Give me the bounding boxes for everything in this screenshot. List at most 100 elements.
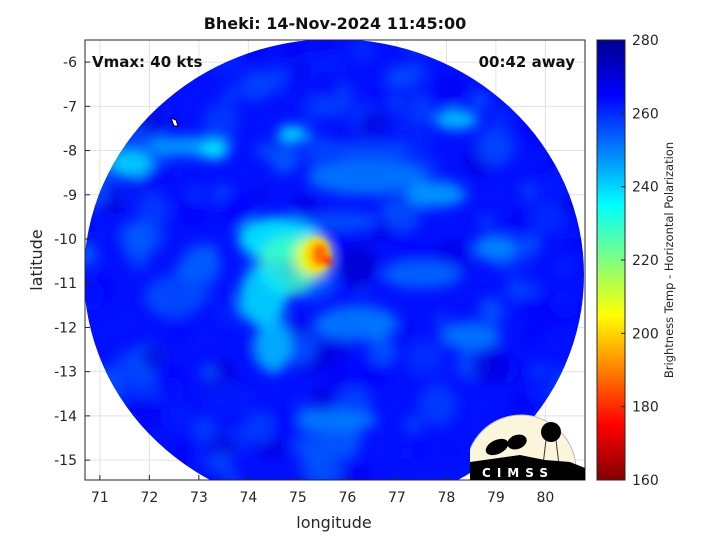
texture-cell <box>226 473 239 480</box>
texture-cell <box>519 182 539 202</box>
temperature-feature <box>434 109 479 130</box>
temperature-feature <box>307 211 378 232</box>
heatmap-swath <box>85 40 584 480</box>
y-tick-label: -7 <box>63 99 77 115</box>
texture-cell <box>471 91 489 109</box>
texture-cell <box>134 102 169 137</box>
texture-cell <box>388 96 402 110</box>
texture-cell <box>171 167 185 181</box>
texture-cell <box>317 40 335 53</box>
texture-cell <box>299 433 331 464</box>
temperature-feature <box>278 125 307 140</box>
texture-cell <box>552 365 568 381</box>
texture-cell <box>204 377 239 412</box>
texture-cell <box>171 438 200 467</box>
texture-cell <box>404 415 423 434</box>
texture-cell <box>167 320 187 339</box>
colorbar-tick-label: 260 <box>632 106 659 122</box>
texture-cell <box>418 385 458 425</box>
texture-cell <box>239 70 271 102</box>
y-tick-label: -9 <box>63 188 77 204</box>
texture-cell <box>470 346 509 385</box>
texture-cell <box>517 89 533 105</box>
texture-cell <box>382 85 421 124</box>
x-tick-label: 73 <box>190 490 208 506</box>
texture-cell <box>351 40 373 62</box>
texture-cell <box>85 92 114 124</box>
y-tick-label: -6 <box>63 55 77 71</box>
texture-cell <box>528 295 563 330</box>
texture-cell <box>556 299 582 325</box>
texture-cell <box>507 210 531 234</box>
texture-cell <box>280 40 309 60</box>
texture-cell <box>422 363 448 390</box>
y-tick-label: -8 <box>63 144 77 160</box>
colorbar <box>596 39 626 481</box>
x-tick-label: 72 <box>140 490 158 506</box>
texture-cell <box>342 460 373 480</box>
texture-cell <box>445 443 459 457</box>
texture-cell <box>203 101 240 138</box>
temperature-feature <box>107 149 152 178</box>
texture-cell <box>405 40 419 50</box>
x-tick-label: 76 <box>338 490 356 506</box>
texture-cell <box>153 362 188 396</box>
colorbar-tick-label: 280 <box>632 33 659 49</box>
x-tick-label: 78 <box>437 490 455 506</box>
core-minimum <box>323 256 332 267</box>
texture-cell <box>249 40 269 58</box>
texture-cell <box>93 205 125 237</box>
temperature-feature <box>381 260 462 289</box>
texture-cell <box>114 350 147 384</box>
x-axis-label: longitude <box>296 513 371 532</box>
temperature-feature <box>307 159 428 196</box>
plot-frame <box>84 39 586 481</box>
texture-cell <box>241 257 257 272</box>
texture-cell <box>253 186 268 202</box>
texture-cell <box>531 385 546 400</box>
texture-cell <box>269 144 299 174</box>
texture-cell <box>200 364 216 380</box>
texture-cell <box>282 331 317 366</box>
temperature-feature <box>317 305 398 342</box>
colorbar-label: Brightness Temp - Horizontal Polarizatio… <box>662 142 676 378</box>
x-tick-label: 75 <box>289 490 307 506</box>
texture-cell <box>117 95 134 112</box>
texture-cell <box>208 450 234 475</box>
texture-cell <box>243 410 277 444</box>
time-away-annotation: 00:42 away <box>478 53 575 71</box>
texture-cell <box>414 440 433 458</box>
texture-cell <box>519 324 542 347</box>
texture-cell <box>548 372 584 411</box>
texture-cell <box>368 337 397 366</box>
texture-cell <box>567 40 582 50</box>
texture-cell <box>314 73 340 99</box>
vmax-annotation: Vmax: 40 kts <box>92 53 203 71</box>
temperature-feature <box>297 408 378 433</box>
temperature-feature <box>473 233 518 262</box>
temperature-feature <box>406 182 467 207</box>
texture-cell <box>208 43 242 78</box>
texture-cell <box>569 236 582 250</box>
y-tick-label: -14 <box>54 409 77 425</box>
storm-core <box>305 238 332 271</box>
y-tick-label: -11 <box>54 276 77 292</box>
texture-cell <box>531 363 548 380</box>
texture-cell <box>187 185 206 203</box>
colorbar-tick-label: 240 <box>632 180 659 196</box>
texture-cell <box>291 192 319 220</box>
temperature-feature <box>441 322 502 351</box>
texture-cell <box>429 40 446 55</box>
texture-cell <box>475 127 515 167</box>
texture-cell <box>563 158 579 174</box>
texture-cell <box>519 107 558 146</box>
texture-cell <box>191 416 217 442</box>
texture-cell <box>164 403 192 430</box>
cimss-logo: CIMSS <box>470 414 585 480</box>
texture-cell <box>85 277 105 311</box>
texture-cell <box>223 86 240 103</box>
texture-cell <box>433 311 454 331</box>
colorbar-tick-label: 160 <box>632 473 659 489</box>
temperature-feature <box>201 142 226 159</box>
cold-feature <box>337 243 378 288</box>
